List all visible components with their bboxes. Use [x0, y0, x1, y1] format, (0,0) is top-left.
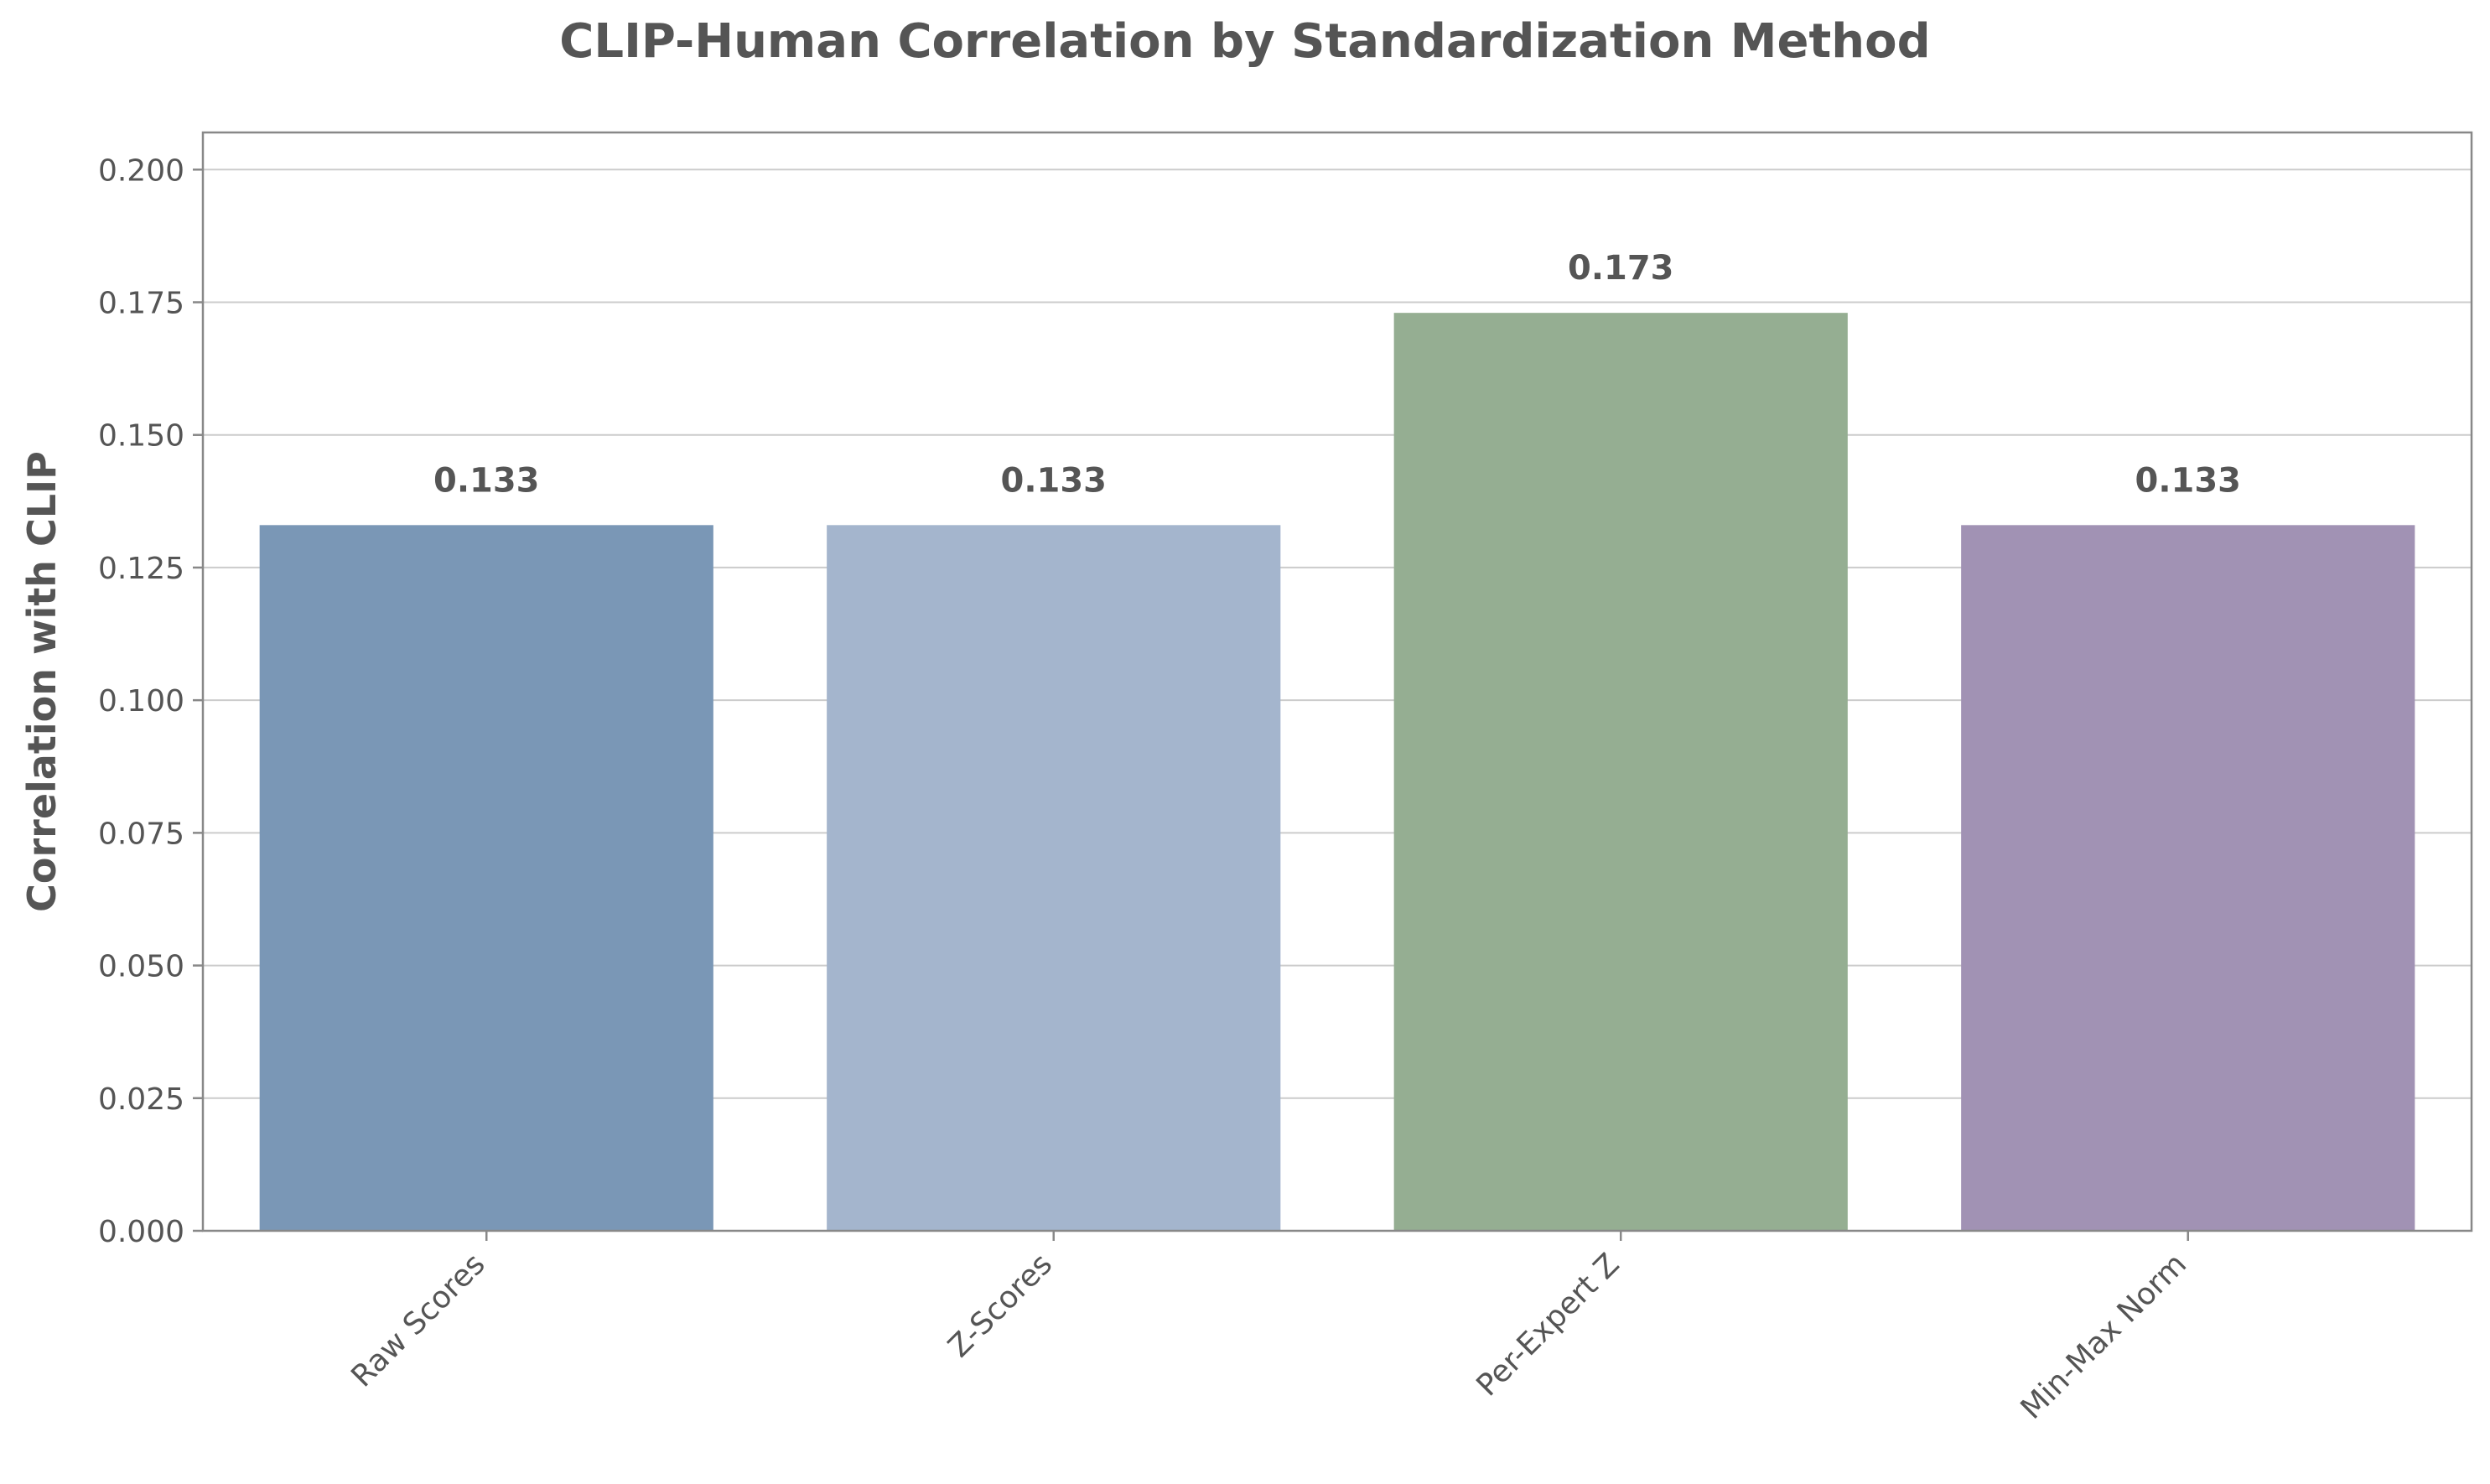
bars: [259, 313, 2415, 1231]
y-tick-label: 0.000: [98, 1215, 184, 1249]
bar: [827, 525, 1281, 1231]
x-tick-label: Min-Max Norm: [2015, 1247, 2194, 1426]
x-tick-label: Z-Scores: [942, 1247, 1059, 1364]
y-tick-label: 0.075: [98, 817, 184, 851]
bar-value-label: 0.133: [1000, 461, 1107, 500]
bar-value-label: 0.133: [433, 461, 540, 500]
y-tick-label: 0.200: [98, 153, 184, 188]
y-tick-label: 0.125: [98, 552, 184, 586]
bar: [1961, 525, 2415, 1231]
y-tick-label: 0.100: [98, 684, 184, 719]
x-axis-ticks: Raw Scores Z-Scores Per-Expert Z Min-Max No…: [345, 1231, 2193, 1426]
chart-title: CLIP-Human Correlation by Standardizatio…: [559, 14, 1930, 69]
y-tick-label: 0.050: [98, 950, 184, 984]
x-tick-label: Raw Scores: [345, 1247, 491, 1393]
bar: [1393, 313, 1848, 1231]
y-tick-label: 0.175: [98, 287, 184, 321]
x-tick-label: Per-Expert Z: [1471, 1247, 1626, 1403]
plot-frame: [201, 131, 2473, 1232]
bar-value-labels: 0.133 0.133 0.173 0.133: [433, 249, 2241, 500]
y-tick-label: 0.150: [98, 419, 184, 454]
bar-value-label: 0.173: [1568, 249, 1674, 288]
y-axis-ticks: 0.000 0.025 0.050 0.075 0.100 0.125 0.150 0.175…: [98, 153, 203, 1249]
bar: [259, 525, 713, 1231]
y-axis-label: Correlation with CLIP: [19, 451, 65, 912]
bar-value-label: 0.133: [2135, 461, 2241, 500]
y-tick-label: 0.025: [98, 1082, 184, 1117]
